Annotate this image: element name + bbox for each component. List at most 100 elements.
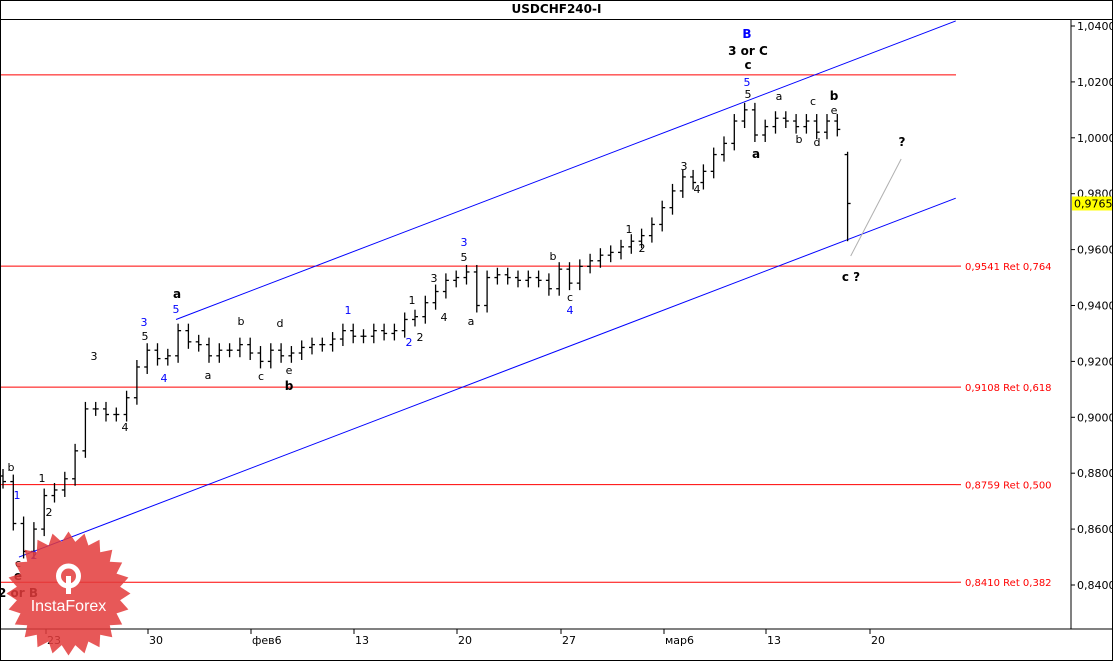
price-bar: [597, 248, 604, 268]
logo-gear-stem: [66, 576, 71, 594]
price-bar: [133, 360, 140, 405]
price-bar: [762, 119, 769, 142]
price-bar: [247, 337, 254, 361]
price-bar: [824, 114, 830, 140]
price-bar: [360, 329, 367, 344]
wave-label: c: [810, 95, 816, 108]
wave-label: e: [286, 364, 293, 377]
price-bar: [556, 262, 563, 296]
wave-label: 1: [409, 294, 416, 307]
price-bar: [741, 102, 748, 129]
price-bar: [721, 136, 727, 162]
wave-label: 2: [46, 506, 53, 519]
wave-label: 5: [744, 76, 751, 89]
price-bar: [484, 270, 491, 313]
wave-label: 2: [406, 336, 413, 349]
wave-label: a: [776, 90, 783, 103]
price-bar: [648, 217, 655, 243]
x-tick-label: 30: [149, 634, 163, 647]
wave-label: b: [796, 133, 803, 146]
wave-label: 3: [91, 350, 98, 363]
price-bar: [803, 114, 810, 134]
price-bar: [175, 323, 182, 363]
wave-label: 2: [417, 331, 424, 344]
x-tick-label: 20: [871, 634, 885, 647]
price-bar: [525, 270, 532, 288]
fib-level-label: 0,9541 Ret 0,764: [965, 262, 1052, 273]
x-tick-label: 27: [562, 634, 576, 647]
price-bar: [319, 337, 326, 352]
y-tick-label: 0,8800: [1077, 467, 1112, 480]
chart-title: USDCHF240-I: [511, 2, 602, 16]
fib-level-label: 0,9108 Ret 0,618: [965, 383, 1052, 394]
wave-label: 4: [694, 183, 701, 196]
wave-label: c ?: [842, 270, 860, 284]
price-bar: [566, 262, 573, 291]
current-price-marker: [1072, 196, 1112, 211]
y-tick-label: 0,9400: [1077, 300, 1112, 313]
price-bar: [545, 273, 552, 296]
price-bar: [813, 114, 820, 140]
x-tick-label: 13: [355, 634, 369, 647]
price-bar: [288, 346, 295, 363]
y-tick-label: 0,9000: [1077, 411, 1112, 424]
wave-label: d: [277, 317, 284, 330]
wave-label: c: [567, 291, 573, 304]
price-bar: [103, 401, 109, 422]
price-bar: [844, 151, 851, 242]
wave-label: 5: [745, 88, 752, 101]
wave-label: 1: [14, 489, 21, 502]
title-divider: [1, 19, 1112, 20]
wave-label: 5: [142, 330, 149, 343]
wave-label: 2: [639, 242, 646, 255]
wave-label: a: [752, 147, 760, 161]
price-bar: [370, 323, 377, 344]
wave-label: b: [550, 250, 557, 263]
wave-label: c: [744, 58, 751, 72]
price-bar: [772, 111, 779, 134]
current-price-label: 0,9765: [1074, 197, 1112, 210]
y-tick-label: 0,9200: [1077, 355, 1112, 368]
y-tick-label: 0,8400: [1077, 579, 1112, 592]
wave-label: b: [238, 315, 245, 328]
price-bar: [834, 114, 841, 137]
price-bar: [309, 337, 315, 355]
price-bar: [618, 239, 624, 260]
wave-label: 3 or C: [728, 44, 768, 58]
price-bar: [793, 114, 800, 134]
channel-lower-line: [18, 197, 956, 558]
price-bar: [473, 264, 480, 313]
price-bar: [515, 270, 521, 288]
x-tick-label: фев6: [252, 634, 282, 647]
wave-label: 1: [345, 304, 352, 317]
x-tick-label: мар6: [665, 634, 694, 647]
wave-label: 5: [173, 303, 180, 316]
price-bar: [51, 482, 58, 503]
fib-level-label: 0,8410 Ret 0,382: [965, 578, 1052, 589]
price-bar: [751, 102, 758, 142]
price-bar: [782, 111, 789, 129]
wave-label: 3: [431, 272, 438, 285]
wave-label: 4: [441, 311, 448, 324]
price-bar: [628, 234, 635, 254]
wave-label: e: [831, 104, 838, 117]
wave-label: 4: [161, 372, 168, 385]
price-bar: [10, 474, 17, 531]
price-bar: [41, 488, 48, 537]
price-bar: [607, 245, 614, 263]
wave-label: b: [830, 89, 839, 103]
price-bar: [195, 334, 202, 352]
instaforex-logo-watermark: InstaForex: [6, 531, 131, 656]
y-tick-label: 0,9600: [1077, 244, 1112, 257]
price-bar: [638, 228, 645, 249]
wave-label: 3: [681, 160, 688, 173]
y-tick-label: 1,0400: [1077, 20, 1112, 33]
logo-text: InstaForex: [31, 598, 107, 615]
wave-label: 1: [626, 223, 633, 236]
y-tick-label: 1,0000: [1077, 132, 1112, 145]
fib-level-label: 0,8759 Ret 0,500: [965, 481, 1052, 492]
price-bar: [679, 169, 686, 198]
price-bar: [185, 323, 192, 349]
